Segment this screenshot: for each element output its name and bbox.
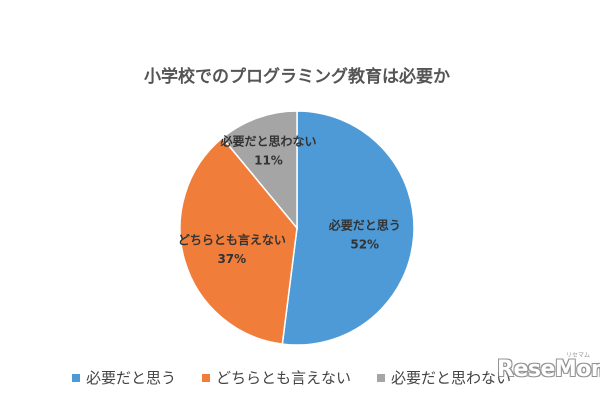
slice-value-disagree: 11% [254,154,283,168]
pie-slice-neutral [179,136,298,345]
pie-slice-agree [281,110,415,346]
legend-item-disagree: 必要だと思わない [377,367,511,388]
chart-title: 小学校でのプログラミング教育は必要か [144,66,450,87]
legend-label-agree: 必要だと思う [86,369,177,387]
legend-label-neutral: どちらとも言えない [216,369,352,387]
legend-item-agree: 必要だと思う [72,367,176,388]
legend-label-disagree: 必要だと思わない [391,369,512,387]
slice-value-neutral: 37% [217,252,246,266]
slice-value-agree: 52% [350,237,379,251]
legend-swatch-neutral [202,373,211,382]
legend-swatch-disagree [377,373,386,382]
chart-legend: 必要だと思う どちらとも言えない 必要だと思わない [72,367,511,388]
pie-slice-disagree [221,110,298,231]
pie-slices [179,110,415,346]
watermark-ruby: リセマム [566,352,591,359]
slice-label-agree: 必要だと思う [328,217,401,232]
slice-label-neutral: どちらとも言えない [178,232,286,247]
slice-label-disagree: 必要だと思わない [219,134,316,149]
legend-item-neutral: どちらとも言えない [202,367,351,388]
watermark-logo: ReseMom [497,357,600,382]
pie-labels: 必要だと思う 52% どちらとも言えない 37% 必要だと思わない 11% [178,134,401,266]
legend-swatch-agree [72,373,80,382]
